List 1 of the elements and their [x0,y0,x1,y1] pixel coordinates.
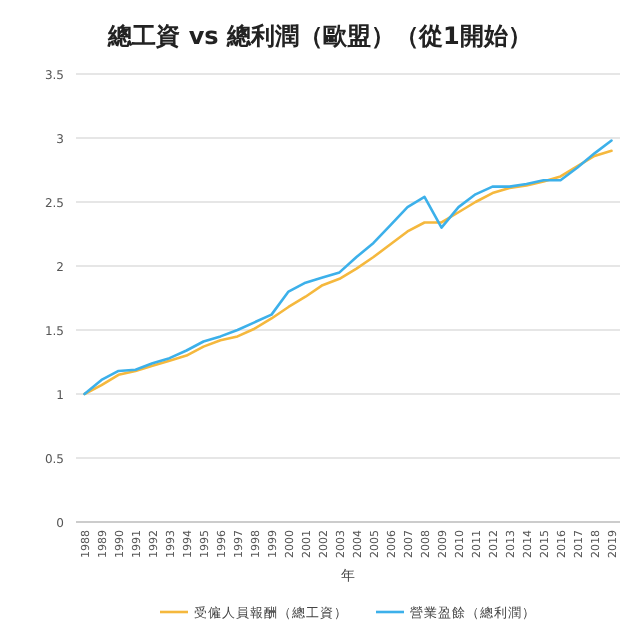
chart-title: 總工資 vs 總利潤（歐盟）（從1開始） [106,22,532,50]
